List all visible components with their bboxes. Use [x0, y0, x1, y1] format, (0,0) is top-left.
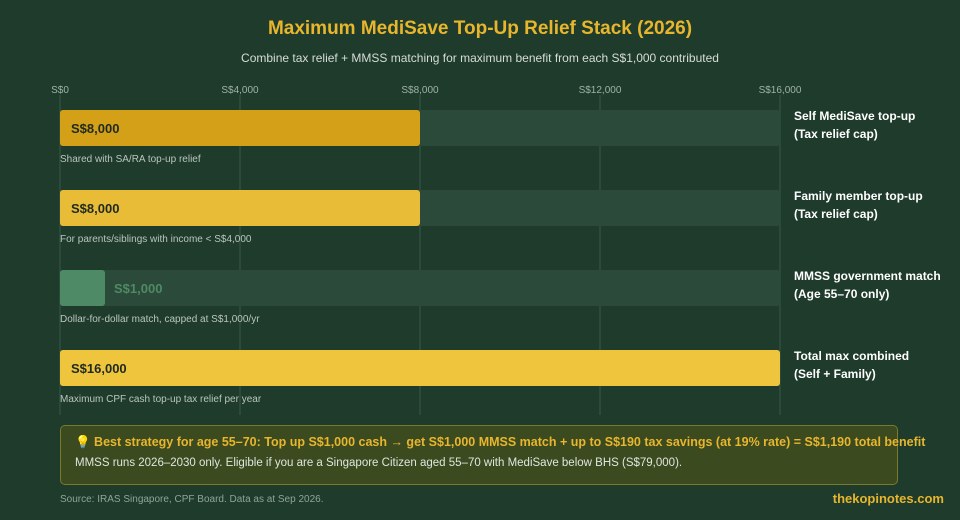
strategy-callout: 💡 Best strategy for age 55–70: Top up S$… [60, 425, 926, 485]
category-label-sub: (Age 55–70 only) [794, 287, 889, 301]
bar [60, 190, 420, 226]
x-tick-label: S$8,000 [401, 85, 439, 96]
bar-track [60, 270, 780, 306]
x-tick-label: S$12,000 [579, 85, 622, 96]
x-tick-label: S$16,000 [759, 85, 802, 96]
callout-eligibility-note: MMSS runs 2026–2030 only. Eligible if yo… [75, 457, 683, 469]
x-tick-label: S$0 [51, 85, 69, 96]
bar [60, 270, 105, 306]
bar-chart: S$0 S$4,000 S$8,000 S$12,000 S$16,000 S$8,000… [51, 85, 941, 415]
chart-subtitle: Combine tax relief + MMSS matching for m… [241, 51, 719, 65]
bar-value-label: S$8,000 [71, 201, 119, 216]
category-label-sub: (Self + Family) [794, 367, 876, 381]
source-note: Source: IRAS Singapore, CPF Board. Data … [60, 494, 324, 505]
bar [60, 350, 780, 386]
category-label: Family member top-up [794, 189, 923, 203]
category-label-sub: (Tax relief cap) [794, 207, 878, 221]
bar-note: Maximum CPF cash top-up tax relief per y… [60, 394, 262, 405]
bar-value-label: S$8,000 [71, 121, 119, 136]
callout-strategy-text: 💡 Best strategy for age 55–70: Top up S$… [75, 435, 926, 449]
category-label: Total max combined [794, 349, 909, 363]
brand-logo: thekopinotes.com [832, 491, 944, 506]
category-label: Self MediSave top-up [794, 109, 915, 123]
bar-value-label: S$1,000 [114, 281, 162, 296]
bar-note: For parents/siblings with income < S$4,0… [60, 234, 252, 245]
bar-note: Shared with SA/RA top-up relief [60, 154, 201, 165]
bar-value-label: S$16,000 [71, 361, 127, 376]
bar-note: Dollar-for-dollar match, capped at S$1,0… [60, 314, 260, 325]
x-tick-label: S$4,000 [221, 85, 259, 96]
chart-title: Maximum MediSave Top-Up Relief Stack (20… [267, 18, 693, 39]
category-label-sub: (Tax relief cap) [794, 127, 878, 141]
bar [60, 110, 420, 146]
category-label: MMSS government match [794, 269, 941, 283]
